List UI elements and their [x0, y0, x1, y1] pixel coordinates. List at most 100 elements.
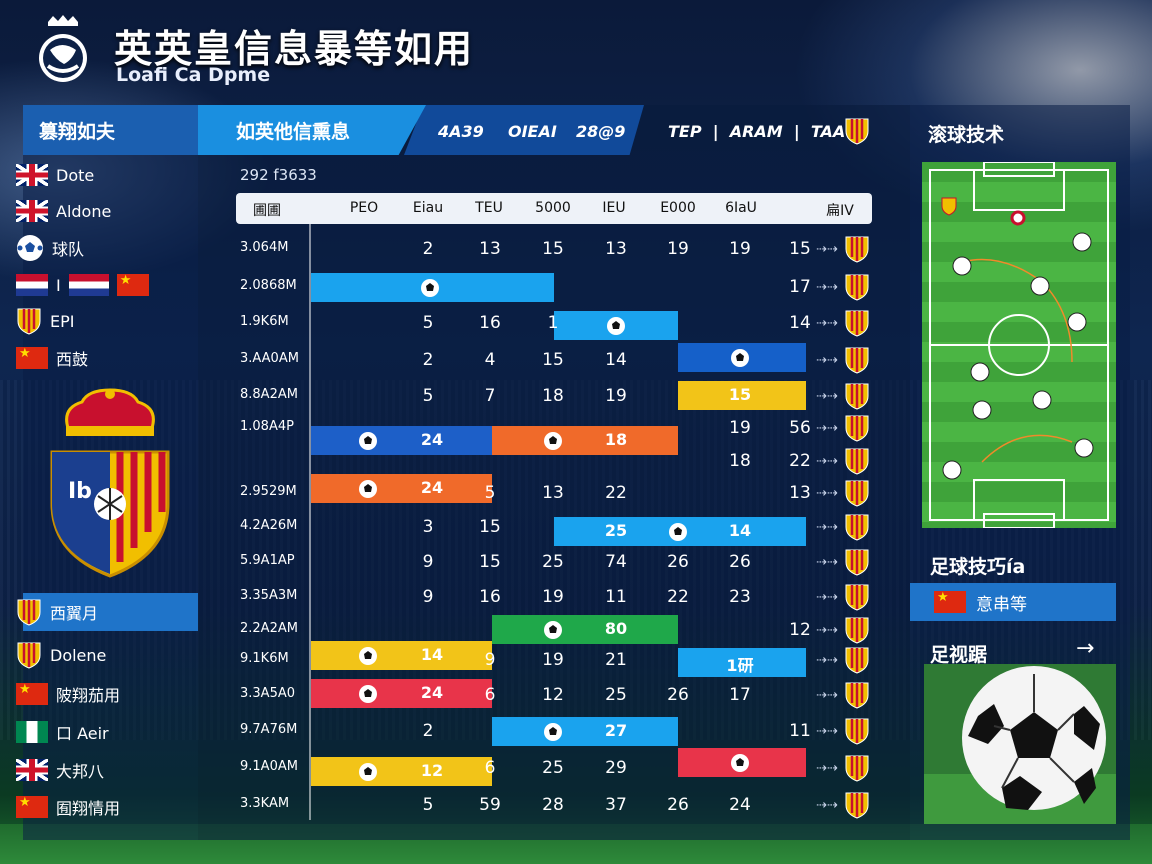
- sidebar-item-epi[interactable]: EPI: [16, 307, 74, 335]
- stats-tab-bg[interactable]: [404, 105, 644, 155]
- row-date: 3.064M: [240, 240, 289, 255]
- row-expand-arrow-icon[interactable]: ⇢⇢: [816, 486, 838, 501]
- table-cell: 2: [422, 350, 434, 370]
- tips-button[interactable]: 意串等: [910, 583, 1116, 621]
- table-cell: 22: [667, 587, 689, 607]
- team-shield-icon: [845, 718, 869, 745]
- row-expand-arrow-icon[interactable]: ⇢⇢: [816, 798, 838, 813]
- sidebar-item-aldone[interactable]: Aldone: [16, 197, 111, 225]
- sidebar-item-label: 口 Aeir: [56, 724, 109, 743]
- row-expand-arrow-icon[interactable]: ⇢⇢: [816, 623, 838, 638]
- table-cell: 21: [605, 650, 627, 670]
- row-expand-arrow-icon[interactable]: ⇢⇢: [816, 454, 838, 469]
- sidebar-item-label: 囿翔情用: [56, 799, 121, 818]
- tactics-field[interactable]: [922, 162, 1116, 528]
- table-cell: 4: [484, 350, 496, 370]
- team-shield-icon: [845, 383, 869, 410]
- team-shield-icon: [845, 310, 869, 337]
- column-header[interactable]: E000: [660, 200, 696, 216]
- column-header[interactable]: IEU: [602, 200, 626, 216]
- table-cell: 6: [484, 685, 496, 705]
- table-cell: 15: [542, 239, 564, 259]
- standing-bar[interactable]: [492, 717, 678, 746]
- sidebar-item-xigu[interactable]: 西鼓: [16, 344, 88, 372]
- row-expand-arrow-icon[interactable]: ⇢⇢: [816, 520, 838, 535]
- row-expand-arrow-icon[interactable]: ⇢⇢: [816, 280, 838, 295]
- standing-bar[interactable]: [492, 615, 678, 644]
- uk-flag-icon: [16, 759, 48, 781]
- standing-bar[interactable]: [311, 641, 492, 670]
- table-cell: 9: [422, 587, 434, 607]
- standing-bar[interactable]: [311, 426, 492, 455]
- column-header[interactable]: PEO: [349, 200, 379, 216]
- standing-bar[interactable]: [678, 648, 806, 677]
- standing-bar[interactable]: [311, 474, 492, 503]
- row-date: 3.3KAM: [240, 796, 290, 811]
- sidebar-item-label: Aldone: [56, 201, 112, 221]
- standing-bar[interactable]: [678, 517, 806, 546]
- left-sidebar-active-item-bg[interactable]: [23, 593, 198, 631]
- uk-flag-icon: [16, 164, 48, 186]
- sidebar-item-flags[interactable]: I: [16, 271, 149, 299]
- team-shield-icon: [845, 549, 869, 576]
- bar-value: 15: [728, 385, 752, 404]
- table-cell: 24: [729, 795, 751, 815]
- sidebar-item-dabang[interactable]: 大邦八: [16, 756, 104, 784]
- table-cell: 22: [605, 483, 627, 503]
- row-date: 3.3A5A0: [240, 686, 296, 701]
- row-expand-arrow-icon[interactable]: ⇢⇢: [816, 590, 838, 605]
- standing-bar[interactable]: [311, 679, 492, 708]
- china-flag-icon: [16, 795, 48, 818]
- table-cell: 19: [542, 650, 564, 670]
- tab-team-info[interactable]: 如英他信熏息: [198, 105, 426, 155]
- standing-bar[interactable]: [492, 426, 678, 455]
- arrow-right-icon[interactable]: →: [1076, 636, 1095, 661]
- sidebar-item-xiyi[interactable]: 西翼月: [16, 598, 98, 626]
- bar-value: 1研: [726, 656, 754, 675]
- bar-value: 14: [420, 645, 444, 664]
- table-cell: 25: [605, 685, 627, 705]
- sidebar-item-label: 陂翔茄用: [56, 686, 121, 705]
- table-divider: [309, 224, 311, 820]
- column-header[interactable]: 6IaU: [725, 200, 757, 216]
- sidebar-item-youxiang[interactable]: 囿翔情用: [16, 793, 120, 821]
- sidebar-item-dolene[interactable]: Dolene: [16, 641, 106, 669]
- sidebar-item-label: 西鼓: [56, 350, 89, 369]
- row-date: 2.0868M: [240, 278, 297, 293]
- tab-filter-labels[interactable]: TEP | ARAM | TAA: [668, 122, 846, 141]
- table-cell: 19: [729, 418, 751, 438]
- row-date: 4.2A26M: [240, 518, 298, 533]
- row-date: 2.9529M: [240, 484, 297, 499]
- column-header[interactable]: 圃圃: [253, 203, 281, 219]
- team-shield-icon: [845, 274, 869, 301]
- row-date: 9.1K6M: [240, 651, 289, 666]
- tab-stat-1: 4A39: [438, 122, 484, 141]
- column-header[interactable]: TEU: [475, 200, 503, 216]
- column-header[interactable]: 扁IV: [826, 203, 854, 219]
- column-header[interactable]: 5000: [535, 200, 571, 216]
- row-expand-arrow-icon[interactable]: ⇢⇢: [816, 316, 838, 331]
- row-expand-arrow-icon[interactable]: ⇢⇢: [816, 653, 838, 668]
- stripe-flag-icon: [16, 274, 48, 296]
- sidebar-item-dote[interactable]: Dote: [16, 161, 94, 189]
- sidebar-item-team[interactable]: 球队: [16, 234, 84, 262]
- team-badge-icon: [359, 647, 377, 665]
- uk-flag-icon: [16, 200, 48, 222]
- row-expand-arrow-icon[interactable]: ⇢⇢: [816, 242, 838, 257]
- row-expand-arrow-icon[interactable]: ⇢⇢: [816, 724, 838, 739]
- standing-bar[interactable]: [311, 757, 492, 786]
- row-expand-arrow-icon[interactable]: ⇢⇢: [816, 389, 838, 404]
- team-shield-icon: [845, 347, 869, 374]
- row-expand-arrow-icon[interactable]: ⇢⇢: [816, 688, 838, 703]
- standing-bar[interactable]: [678, 381, 806, 410]
- china-flag-icon: [16, 682, 48, 705]
- table-cell: 5: [422, 313, 434, 333]
- sidebar-item-pixiang[interactable]: 陂翔茄用: [16, 680, 120, 708]
- row-expand-arrow-icon[interactable]: ⇢⇢: [816, 421, 838, 436]
- column-header[interactable]: Eiau: [412, 200, 444, 216]
- sidebar-item-aeir[interactable]: 口 Aeir: [16, 718, 109, 746]
- row-expand-arrow-icon[interactable]: ⇢⇢: [816, 761, 838, 776]
- row-expand-arrow-icon[interactable]: ⇢⇢: [816, 353, 838, 368]
- standing-bar[interactable]: [554, 517, 678, 546]
- row-expand-arrow-icon[interactable]: ⇢⇢: [816, 555, 838, 570]
